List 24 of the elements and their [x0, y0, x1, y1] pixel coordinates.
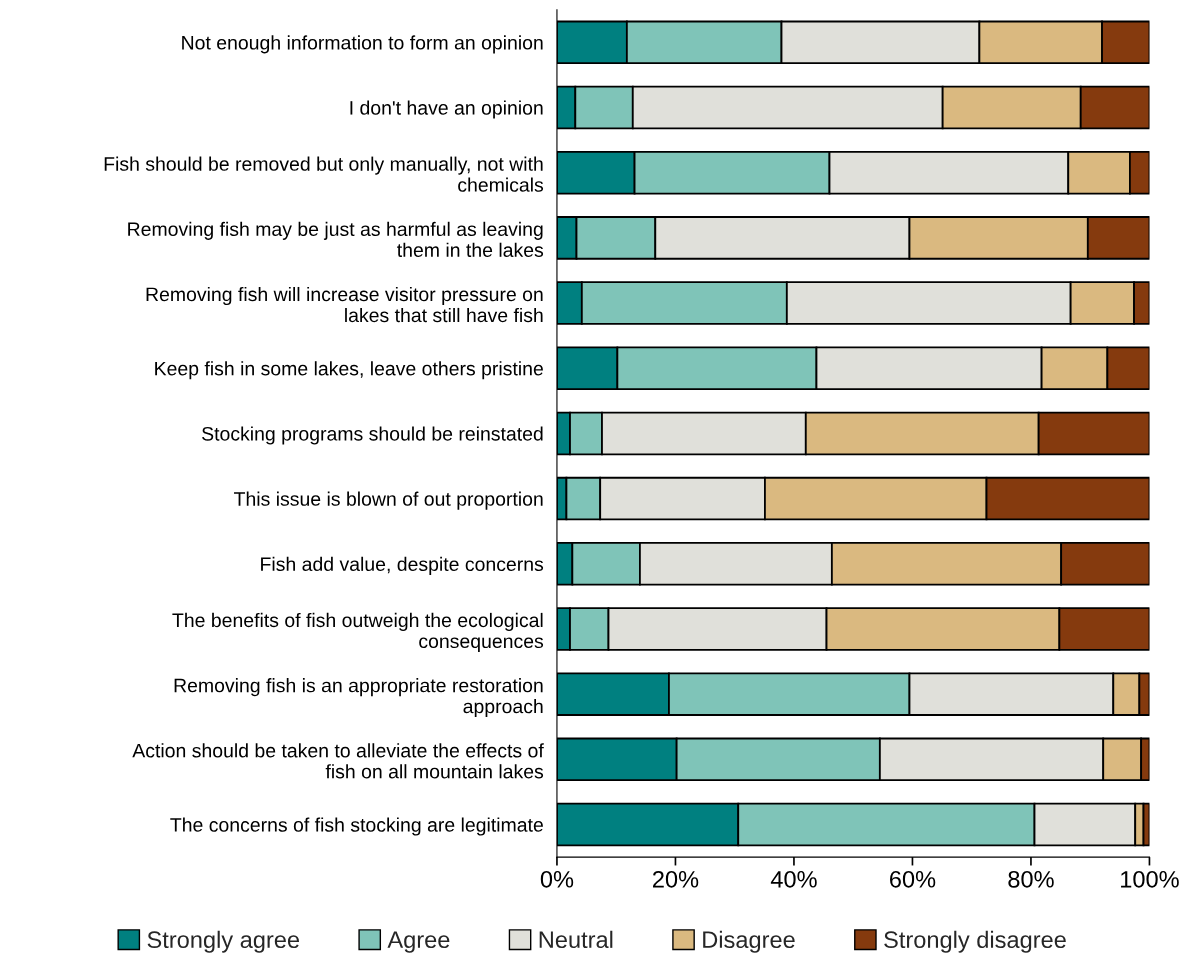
y-tick-label: Keep fish in some lakes, leave others pristine	[155, 361, 543, 380]
legend-label: Strongly disagree	[884, 930, 1066, 953]
x-tick-label: 80%	[1008, 870, 1054, 888]
y-tick-label: The concerns of fish stocking are legitimate	[170, 817, 543, 836]
y-tick-label: Removing fish may be just as harmful as leaving them in the lakes	[128, 221, 544, 257]
legend-label: Neutral	[539, 930, 613, 949]
x-tick-label: 0%	[540, 870, 574, 888]
y-tick-label: Action should be taken to alleviate the effects of fish on all mountain lakes	[132, 743, 544, 779]
y-tick-label: I don't have an opinion	[350, 100, 543, 119]
x-tick-label: 100%	[1121, 870, 1179, 888]
y-tick-label: Fish add value, despite concerns	[261, 556, 544, 575]
legend-label: Agree	[387, 931, 450, 953]
x-tick-label: 60%	[890, 870, 936, 888]
x-tick-label: 40%	[770, 870, 817, 888]
y-tick-label: Stocking programs should be reinstated	[202, 426, 543, 445]
y-tick-label: The benefits of fish outweigh the ecological consequences	[172, 612, 544, 652]
legend-label: Disagree	[703, 930, 795, 953]
y-tick-label: Removing fish is an appropriate restoration approach	[174, 678, 543, 718]
x-tick-label: 20%	[653, 870, 699, 888]
y-tick-label: Not enough information to form an opinion	[182, 35, 543, 54]
y-tick-label: This issue is blown of out proportion	[234, 491, 543, 510]
y-tick-label: Removing fish will increase visitor pressure on lakes that still have fish	[146, 286, 543, 323]
legend-label: Strongly agree	[147, 930, 300, 953]
y-tick-label: Fish should be removed but only manually, not with chemicals	[104, 156, 544, 192]
